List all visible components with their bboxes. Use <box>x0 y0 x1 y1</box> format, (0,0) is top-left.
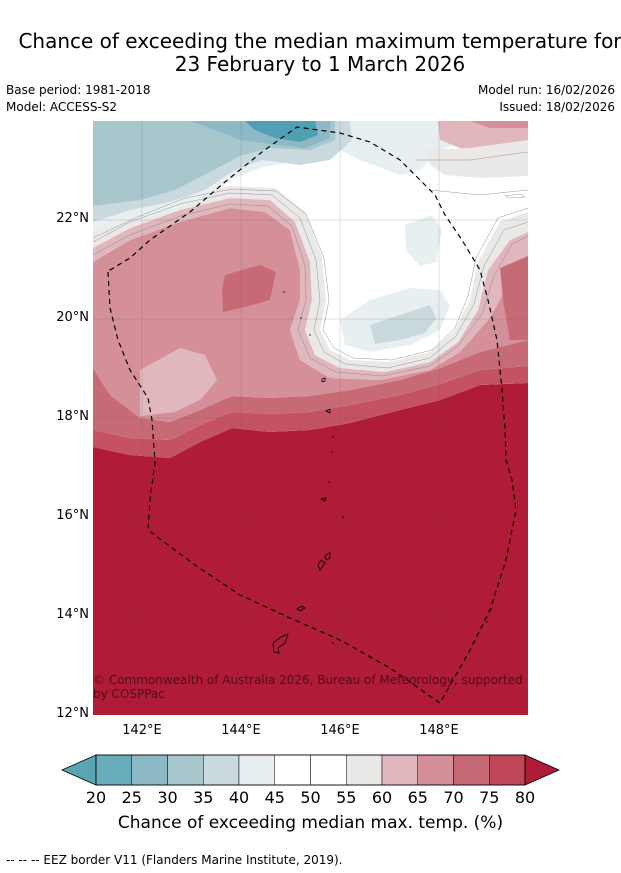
colorbar-cell <box>274 754 311 786</box>
colorbar-tick-label: 50 <box>300 788 321 807</box>
title-line-1: Chance of exceeding the median maximum t… <box>18 29 621 53</box>
lon-label-148: 148°E <box>419 723 459 738</box>
lat-label-14: 14°N <box>56 607 89 622</box>
colorbar-extend-high <box>524 754 560 786</box>
copyright-text: © Commonwealth of Australia 2026, Bureau… <box>93 673 523 701</box>
colorbar-outline <box>95 754 526 786</box>
lat-label-20: 20°N <box>56 310 89 325</box>
colorbar-cell <box>489 754 526 786</box>
colorbar-cell <box>131 754 168 786</box>
colorbar-cell <box>95 754 132 786</box>
eez-footer-note: -- -- -- EEZ border V11 (Flanders Marine… <box>6 853 343 867</box>
colorbar-tick-label: 40 <box>228 788 250 807</box>
map-region-teal-dark-north <box>245 121 318 142</box>
model-run-text: Model run: 16/02/2026 <box>477 83 615 97</box>
map-region-pink-east <box>500 256 528 340</box>
eez-border <box>107 126 517 704</box>
map-region-gray-blue-patch <box>370 305 436 344</box>
base-period-text: Base period: 1981-2018 <box>6 83 151 97</box>
colorbar-tick-label: 55 <box>336 788 357 807</box>
issued-text: Issued: 18/02/2026 <box>499 100 615 114</box>
lon-label-144: 144°E <box>221 723 261 738</box>
colorbar-label: Chance of exceeding median max. temp. (%… <box>117 813 504 833</box>
model-text: Model: ACCESS-S2 <box>6 100 118 114</box>
colorbar-tick-label: 30 <box>157 788 178 807</box>
title-line-2: 23 February to 1 March 2026 <box>174 52 466 76</box>
colorbar-tick-label: 60 <box>371 788 393 807</box>
map-region-rose <box>93 340 528 440</box>
lon-label-146: 146°E <box>320 723 360 738</box>
map-region-crimson <box>93 383 528 715</box>
map-region-rose-patch <box>222 265 276 312</box>
map-region-red <box>93 366 528 458</box>
colorbar-tick-label: 25 <box>121 788 142 807</box>
map-region-pale-blue-small <box>405 215 442 266</box>
colorbar-cell <box>167 754 204 786</box>
colorbar-tick-label: 35 <box>193 788 214 807</box>
colorbar-tick-label: 80 <box>514 788 536 807</box>
colorbar-tick-label: 65 <box>407 788 428 807</box>
colorbar-tick-label: 45 <box>264 788 285 807</box>
lat-label-12: 12°N <box>56 706 89 721</box>
colorbar-cell <box>238 754 275 786</box>
colorbar-cell <box>453 754 490 786</box>
colorbar-tick-label: 70 <box>443 788 464 807</box>
lat-label-22: 22°N <box>56 211 89 226</box>
colorbar-cell <box>381 754 418 786</box>
colorbar-cell <box>310 754 347 786</box>
colorbar-cell <box>203 754 240 786</box>
colorbar-extend-low <box>61 754 97 786</box>
lon-label-142: 142°E <box>122 723 162 738</box>
map-region-pink-ne <box>470 121 528 128</box>
map-region-pink-light-patch <box>140 348 217 416</box>
colorbar-cell <box>346 754 383 786</box>
colorbar-tick-label: 75 <box>479 788 500 807</box>
lat-label-18: 18°N <box>56 409 89 424</box>
colorbar-cell <box>417 754 454 786</box>
map-region-pink-light <box>93 198 528 380</box>
lat-label-16: 16°N <box>56 508 89 523</box>
colorbar-tick-label: 20 <box>85 788 107 807</box>
